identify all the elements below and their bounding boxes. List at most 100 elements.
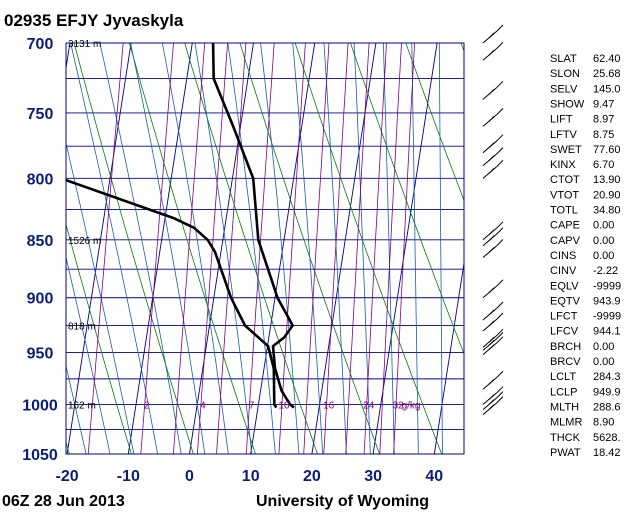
index-name-thck: THCK xyxy=(550,432,581,444)
wind-barb-700 xyxy=(482,24,504,44)
stability-indices: SLAT 62.40 SLON 25.68 SELV 145.0 SHOW 9.47 LIFT 8… xyxy=(550,53,621,459)
index-value-eqtv: 943.9 xyxy=(593,295,621,307)
index-value-mlmr: 8.90 xyxy=(593,417,614,429)
pressure-tick-950: 950 xyxy=(27,346,54,363)
temp-tick-10: 10 xyxy=(242,468,260,485)
temp-tick-20: 20 xyxy=(303,468,321,485)
isotherm--10 xyxy=(127,43,193,454)
dry-adiabat-240 xyxy=(0,43,7,454)
moist-adiabat-20 xyxy=(292,43,324,454)
pressure-tick-1050: 1050 xyxy=(22,447,58,464)
wind-barb-900 xyxy=(482,279,504,299)
moist-adiabat-36 xyxy=(411,43,419,454)
moist-adiabat-16 xyxy=(260,43,300,454)
moist-adiabat--20 xyxy=(66,364,87,454)
index-name-capv: CAPV xyxy=(550,235,581,247)
index-name-kinx: KINX xyxy=(550,159,576,171)
wind-barb-850 xyxy=(482,221,504,241)
height-label-1000: 162 m xyxy=(68,401,96,412)
wind-barb-985 xyxy=(482,370,504,390)
temperature-profile xyxy=(211,43,295,409)
index-value-lftv: 8.75 xyxy=(593,129,614,141)
index-name-show: SHOW xyxy=(550,98,585,110)
index-name-mlmr: MLMR xyxy=(550,417,582,429)
mixing-ratio-label-32: 32 xyxy=(392,401,404,412)
index-value-swet: 77.60 xyxy=(593,144,621,156)
isotherm-40 xyxy=(433,260,464,454)
index-name-lftv: LFTV xyxy=(550,129,578,141)
mixing-ratio-3 xyxy=(173,43,206,454)
dry-adiabat-310 xyxy=(294,43,443,454)
pressure-tick-750: 750 xyxy=(27,106,54,123)
moist-adiabat-32 xyxy=(383,43,395,454)
index-name-slon: SLON xyxy=(550,68,580,80)
chart-title: 02935 EFJY Jyvaskyla xyxy=(4,11,184,30)
index-value-cins: 0.00 xyxy=(593,250,614,262)
label-layer: 700 750 800 850 900 950 1000 1050 -20 -10 0 10 20 30 4… xyxy=(22,36,443,485)
index-value-lift: 8.97 xyxy=(593,114,614,126)
mixing-ratio-4 xyxy=(197,43,228,454)
index-value-slat: 62.40 xyxy=(593,53,621,65)
wind-barb-1010 xyxy=(482,396,504,416)
dry-adiabat-370 xyxy=(627,43,640,454)
height-label-925: 818 m xyxy=(68,322,96,333)
mixing-ratio-32 xyxy=(393,43,415,454)
wind-barb-790 xyxy=(482,147,504,166)
pressure-tick-900: 900 xyxy=(27,291,54,308)
mixing-ratio-5 xyxy=(216,43,247,454)
temp-tick-40: 40 xyxy=(425,468,443,485)
mixing-ratio-label-10: 10 xyxy=(278,401,290,412)
moist-adiabat--4 xyxy=(99,43,182,454)
index-value-capv: 0.00 xyxy=(593,235,614,247)
moist-adiabat--8 xyxy=(70,43,158,454)
moist-adiabat-24 xyxy=(323,43,347,454)
index-value-pwat: 18.42 xyxy=(593,447,621,459)
index-name-brcv: BRCV xyxy=(550,356,581,368)
index-name-mlth: MLTH xyxy=(550,401,579,413)
index-name-vtot: VTOT xyxy=(550,189,579,201)
wind-barbs xyxy=(482,24,504,416)
index-name-totl: TOTL xyxy=(550,205,578,217)
wind-barb-1005 xyxy=(482,391,504,410)
wind-barb-865 xyxy=(482,239,504,258)
pressure-tick-1000: 1000 xyxy=(22,398,58,415)
dewpoint-profile xyxy=(66,178,278,409)
index-value-kinx: 6.70 xyxy=(593,159,614,171)
index-value-brch: 0.00 xyxy=(593,341,614,353)
dry-adiabat-270 xyxy=(73,43,194,454)
index-value-show: 9.47 xyxy=(593,98,614,110)
index-value-lfct: -9999 xyxy=(593,311,621,323)
index-name-ctot: CTOT xyxy=(550,174,580,186)
index-name-lclt: LCLT xyxy=(550,371,576,383)
profile-layer xyxy=(66,43,295,409)
wind-barb-740 xyxy=(482,80,504,100)
index-name-eqlv: EQLV xyxy=(550,280,579,292)
dry-adiabat-260 xyxy=(66,222,132,454)
mixing-ratio-16 xyxy=(323,43,349,454)
moist-adiabat-0 xyxy=(130,43,206,454)
isotherm-0 xyxy=(189,43,254,454)
isotherm-10 xyxy=(250,43,316,454)
mixing-ratio-20 xyxy=(345,43,370,454)
index-name-lclp: LCLP xyxy=(550,386,578,398)
mixing-ratio-24 xyxy=(363,43,387,454)
wind-barb-952 xyxy=(482,336,504,356)
mixing-ratio-2 xyxy=(140,43,174,454)
index-name-pwat: PWAT xyxy=(550,447,581,459)
index-value-thck: 5628. xyxy=(593,432,621,444)
index-name-swet: SWET xyxy=(550,144,582,156)
temp-tick-30: 30 xyxy=(364,468,382,485)
index-value-selv: 145.0 xyxy=(593,83,621,95)
index-value-ctot: 13.90 xyxy=(593,174,621,186)
wind-barb-780 xyxy=(482,134,504,154)
index-name-brch: BRCH xyxy=(550,341,581,353)
index-value-brcv: 0.00 xyxy=(593,356,614,368)
pressure-tick-850: 850 xyxy=(27,233,54,250)
index-value-slon: 25.68 xyxy=(593,68,621,80)
index-name-lfcv: LFCV xyxy=(550,326,579,338)
pressure-tick-700: 700 xyxy=(27,36,54,53)
wind-barb-855 xyxy=(482,227,504,247)
index-value-cinv: -2.22 xyxy=(593,265,618,277)
index-value-totl: 34.80 xyxy=(593,205,621,217)
wind-barb-1000 xyxy=(482,386,504,405)
